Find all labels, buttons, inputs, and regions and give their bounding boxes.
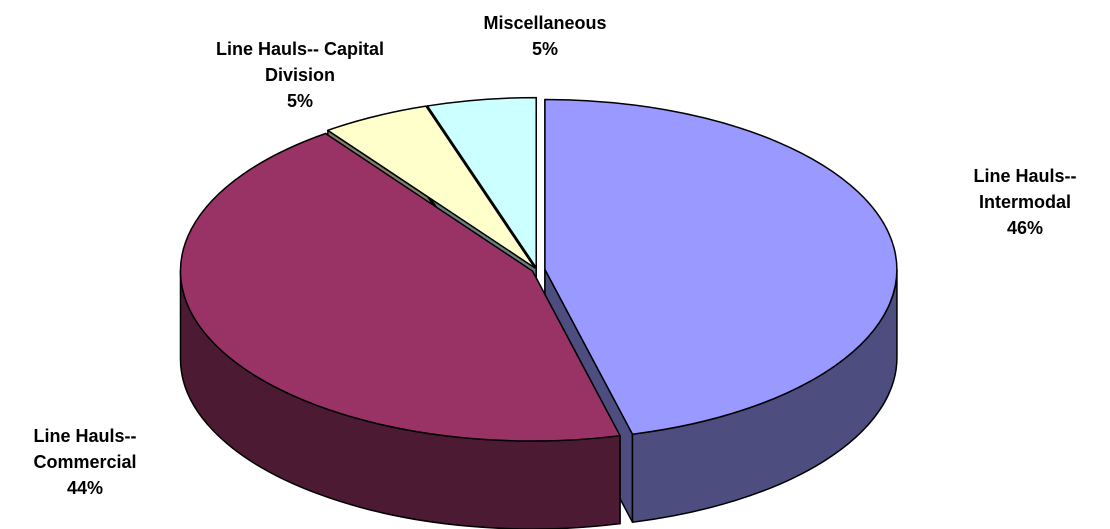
category-name: Miscellaneous <box>483 13 607 33</box>
category-name: Line Hauls-- Intermodal <box>973 166 1077 212</box>
slice-label: Line Hauls-- Capital Division 5% <box>200 36 400 114</box>
slice-label: Miscellaneous 5% <box>460 10 630 62</box>
value-label: 5% <box>286 91 313 111</box>
value-label: 46% <box>1006 218 1044 238</box>
value-label: 44% <box>66 478 104 498</box>
category-name: Line Hauls-- Capital Division <box>215 39 385 85</box>
slice <box>426 96 537 269</box>
slice <box>544 98 898 435</box>
slice-label: Line Hauls-- Commercial 44% <box>0 423 170 501</box>
category-name: Line Hauls-- Commercial <box>33 426 137 472</box>
slice <box>327 105 536 269</box>
slice-label: Line Hauls-- Intermodal 46% <box>940 163 1110 241</box>
slice <box>179 132 621 442</box>
value-label: 5% <box>531 39 558 59</box>
